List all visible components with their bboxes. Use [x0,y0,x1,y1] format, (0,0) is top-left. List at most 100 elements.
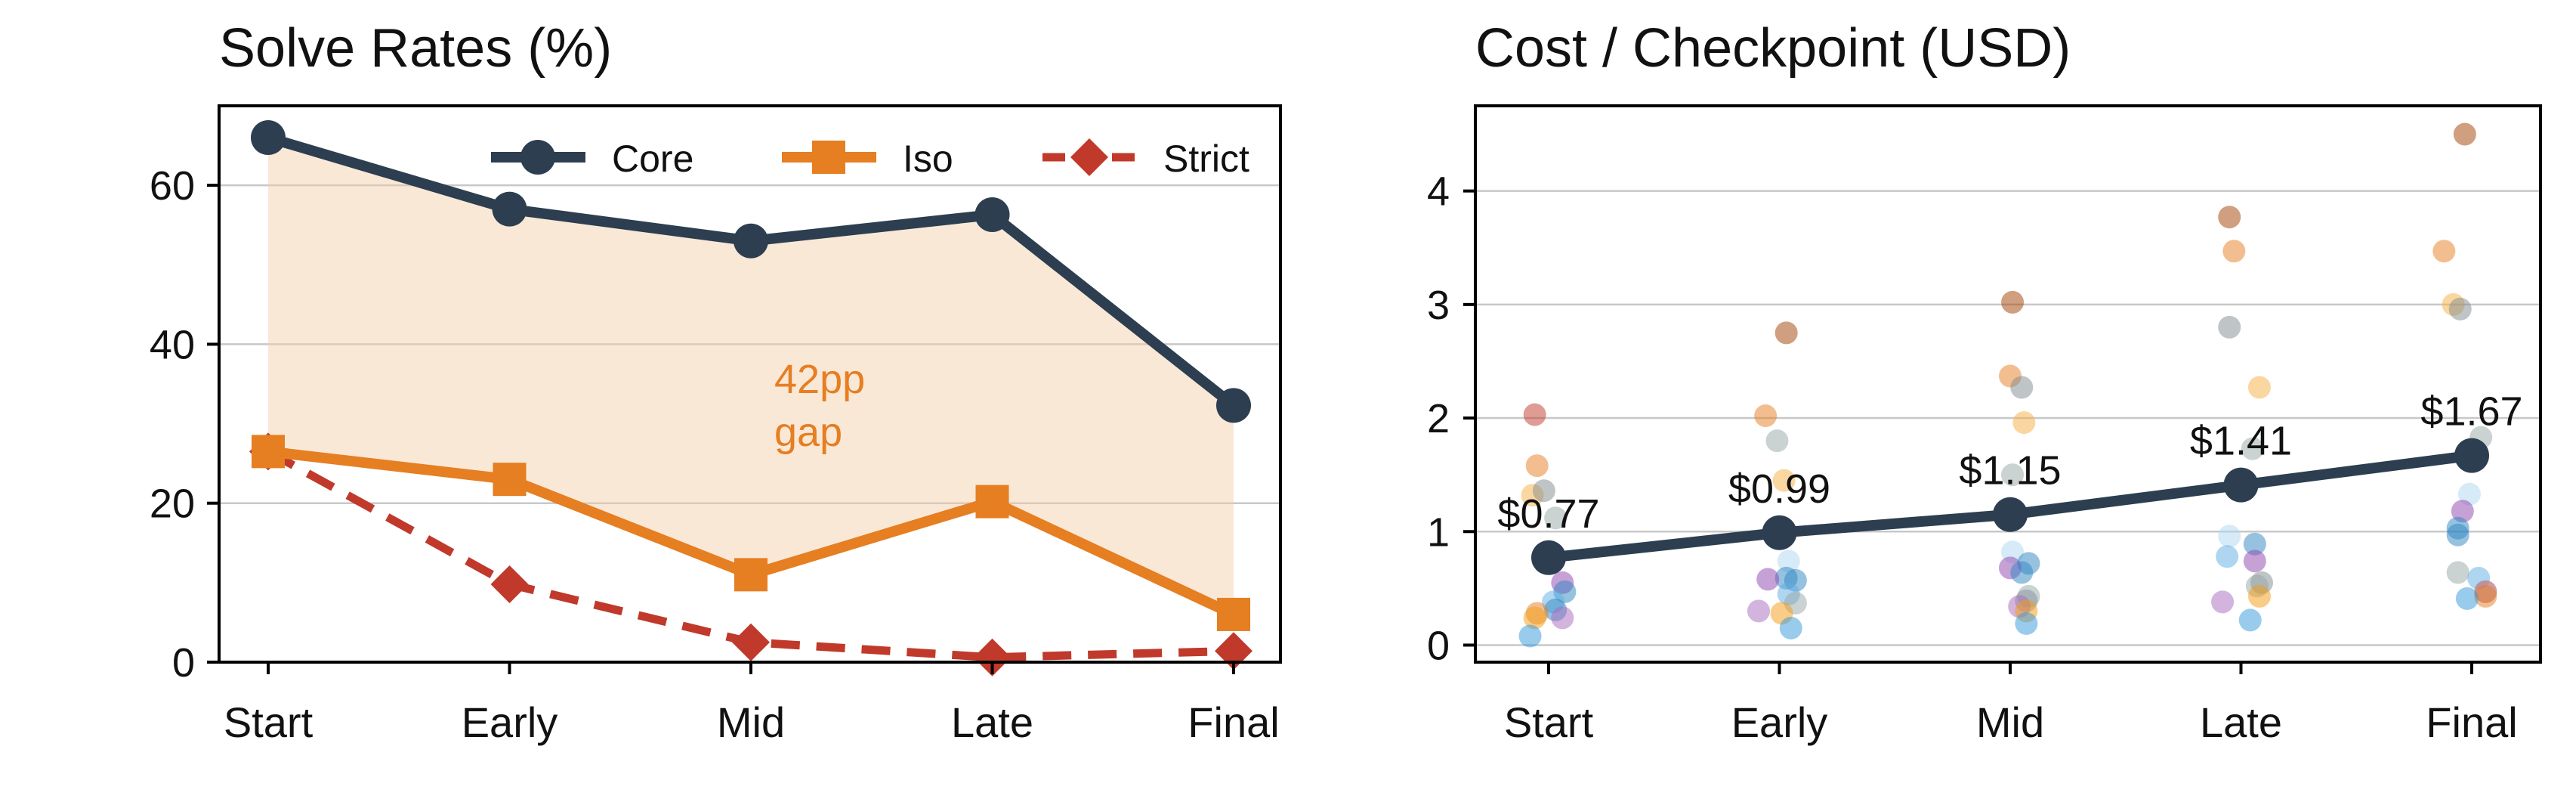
data-point-strict [490,565,529,603]
cost-point [1523,606,1546,630]
gap-annotation: 42pp gap [774,357,865,455]
data-point-strict [732,623,770,661]
cost-scatter-points [1518,122,2497,648]
cost-point [1777,550,1800,573]
left-y-tick-label: 60 [150,163,195,209]
legend-item-core: Core [491,138,693,180]
cost-point [2457,482,2481,506]
cost-point [1754,404,1778,428]
series-core [251,120,1251,423]
left-x-tick-label: Mid [717,698,785,746]
legend-marker-core [520,140,555,175]
right-chart-title: Cost / Checkpoint (USD) [1475,18,2071,79]
legend-marker-strict [1070,138,1108,176]
left-legend: Core Iso Strict [491,138,1249,180]
cost-point [2455,587,2479,610]
legend-label-iso: Iso [903,138,953,180]
right-y-tick-label: 1 [1427,509,1450,555]
left-y-tick-label: 20 [150,481,195,527]
left-y-tick-label: 40 [150,322,195,367]
cost-point [2241,437,2264,460]
cost-point [2453,122,2476,146]
cost-point [2238,608,2262,632]
mean-cost-point [1993,497,2028,532]
cost-point [2247,376,2271,399]
mean-cost-point [2454,438,2489,473]
legend-marker-iso [812,141,845,174]
data-point-iso [975,485,1009,519]
cost-point [1774,321,1798,345]
cost-point [1779,616,1802,639]
left-x-tick-label: Final [1188,698,1279,746]
cost-point [2446,523,2469,546]
cost-point [2446,561,2469,584]
cost-point [2012,411,2036,435]
data-point-core [492,191,527,227]
data-point-core [974,197,1010,233]
left-y-tick-label: 0 [172,640,195,686]
right-y-tick-label: 0 [1427,623,1450,668]
gap-annotation-line-1: 42pp [774,357,865,402]
data-point-core [734,223,768,259]
data-point-strict [973,638,1012,677]
cost-point [1518,624,1542,648]
left-series-layer [249,120,1252,677]
mean-cost-label: $0.99 [1728,466,1830,512]
cost-point [1772,469,1796,492]
cost-point [2218,206,2241,229]
cost-point [2243,550,2266,573]
cost-point [2474,584,2497,608]
right-plot-frame [1474,104,2542,664]
right-x-tick-label: Start [1504,698,1594,746]
left-x-tick-label: Early [462,698,558,746]
data-point-iso [1217,597,1250,631]
cost-point [2216,545,2239,568]
cost-point [2448,297,2472,320]
cost-point [1532,479,1555,503]
cost-point [2222,240,2246,263]
right-axis-ticks: 0 1 2 3 4 Start Early Mid Late Final [1427,169,2518,746]
right-y-tick-label: 3 [1427,283,1450,328]
left-x-tick-label: Late [951,698,1033,746]
mean-cost-point [2223,467,2259,503]
right-y-tick-label: 4 [1427,169,1450,215]
data-point-iso [493,463,527,497]
cost-point [1523,403,1546,426]
data-point-iso [734,558,768,592]
cost-point [1525,454,1549,478]
legend-label-strict: Strict [1163,138,1249,180]
right-x-tick-label: Early [1731,698,1828,746]
legend-item-iso: Iso [782,138,953,180]
left-axis-ticks: 0 20 40 60 Start Early Mid Late Final [150,163,1280,746]
gap-annotation-line-2: gap [774,410,842,455]
data-point-iso [252,435,285,469]
right-x-tick-label: Mid [1976,698,2044,746]
cost-point [2432,240,2456,263]
cost-point [2015,611,2038,635]
mean-cost-point [1762,515,1797,550]
cost-panel: Cost / Checkpoint (USD) $0.77 $0.99 $1.15 $… [1427,18,2542,746]
cost-point [2218,315,2241,339]
left-chart-title: Solve Rates (%) [219,18,612,79]
mean-cost-label: $0.77 [1497,491,1599,537]
cost-point [1544,506,1568,530]
cost-point [1551,606,1574,630]
data-point-core [1216,388,1251,423]
cost-point [2001,463,2025,487]
left-x-tick-label: Start [224,698,314,746]
cost-point [2247,584,2271,608]
data-point-core [251,120,286,156]
legend-item-strict: Strict [1042,138,1249,180]
mean-cost-label: $1.15 [1959,448,2061,494]
right-y-tick-label: 2 [1427,396,1450,441]
cost-point [2243,532,2266,556]
right-x-tick-label: Late [2200,698,2282,746]
right-x-tick-label: Final [2426,698,2517,746]
mean-cost-label: $1.41 [2190,419,2292,464]
mean-cost-label: $1.67 [2420,389,2522,435]
data-point-strict [1215,632,1252,670]
cost-point [1747,599,1771,623]
cost-point [2010,376,2034,399]
solve-rates-panel: Solve Rates (%) 42pp gap 0 20 40 60 Start Ear… [150,18,1282,746]
